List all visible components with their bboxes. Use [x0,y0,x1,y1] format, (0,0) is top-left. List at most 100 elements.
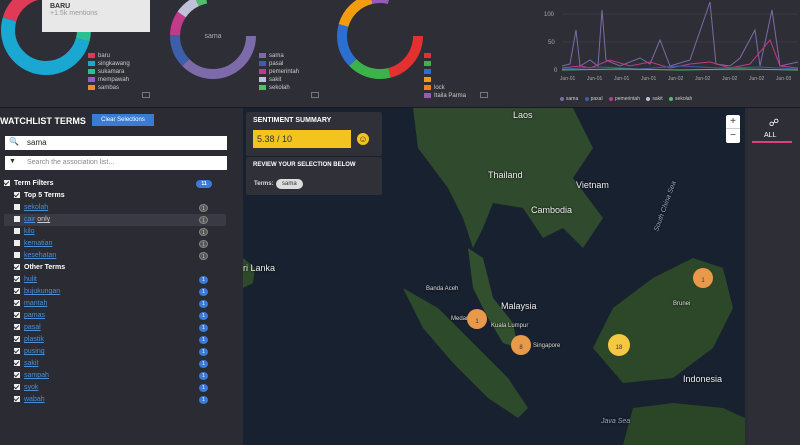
legend-item[interactable]: lock [424,84,466,92]
checkbox[interactable] [14,300,20,307]
checkbox[interactable] [14,288,20,295]
term-link[interactable]: pamas [24,312,46,319]
legend-item[interactable] [424,60,466,68]
legend-item[interactable]: sukamara [88,68,130,76]
term-link[interactable]: sakit [24,360,39,367]
association-search-input[interactable]: ▼ Search the association list... [5,156,227,170]
term-link[interactable]: sampah [24,372,49,379]
checkbox[interactable] [14,312,20,319]
legend-item[interactable]: sekolah [669,96,692,102]
expand-icon[interactable] [142,92,150,98]
term-link[interactable]: pusing [24,348,45,355]
term-row[interactable]: syok 1 [4,382,226,394]
tab-all[interactable]: ALL [764,132,777,139]
term-link[interactable]: wabah [24,396,45,403]
term-row[interactable]: sekolah 1 [4,202,226,214]
term-link[interactable]: kilo [24,228,35,235]
top5-group-row[interactable]: Top 5 Terms [4,190,226,202]
term-link[interactable]: bujukungan [24,288,61,295]
map-label-java-sea: Java Sea [601,418,631,425]
term-row[interactable]: pamas 1 [4,310,226,322]
checkbox[interactable] [14,336,20,343]
x-tick: Jun-01 [587,76,603,82]
checkbox[interactable] [14,228,20,235]
checkbox[interactable] [14,276,20,283]
legend-item[interactable] [424,68,466,76]
legend-item[interactable]: sekolah [259,84,299,92]
map-label-brunei: Brunei [673,301,691,307]
legend-item[interactable]: Itaila Parma [424,92,466,100]
term-row[interactable]: cair only 1 [4,214,226,226]
only-link[interactable]: only [37,216,51,223]
checkbox[interactable] [14,216,20,223]
checkbox[interactable] [14,240,20,247]
term-row[interactable]: pusing 1 [4,346,226,358]
term-chip[interactable]: sama [276,179,303,189]
term-link[interactable]: mantah [24,300,48,307]
legend-item[interactable] [424,52,466,60]
term-search-input[interactable]: 🔍 sama [5,136,227,150]
term-row[interactable]: kesehatan 1 [4,250,226,262]
map-cluster-marker[interactable]: 1 [467,309,487,329]
term-row[interactable]: sampah 1 [4,370,226,382]
term-row[interactable]: hulit 1 [4,274,226,286]
expand-icon[interactable] [311,92,319,98]
checkbox[interactable] [14,324,20,331]
legend-item[interactable]: pasal [584,96,603,102]
expand-icon[interactable] [480,92,488,98]
checkbox[interactable] [14,360,20,367]
zoom-in-button[interactable]: + [726,115,740,129]
share-icon[interactable]: ☍ [768,118,780,129]
term-link[interactable]: plastik [24,336,44,343]
checkbox[interactable] [14,204,20,211]
donut-chart-3[interactable] [330,0,440,90]
map-label-banda-aceh: Banda Aceh [426,286,459,292]
checkbox[interactable] [14,264,20,271]
donut-chart-2[interactable]: sama [163,0,273,90]
term-row[interactable]: wabah 1 [4,394,226,406]
clear-selections-button[interactable]: Clear Selections [92,114,154,126]
term-link[interactable]: sekolah [24,204,49,211]
term-row[interactable]: pasal 1 [4,322,226,334]
zoom-out-button[interactable]: − [730,130,736,141]
checkbox[interactable] [4,180,10,187]
term-row[interactable]: kematian 1 [4,238,226,250]
term-row[interactable]: bujukungan 1 [4,286,226,298]
term-link[interactable]: hulit [24,276,37,283]
legend-item[interactable]: pemerintah [608,96,640,102]
term-link[interactable]: cair [24,216,36,223]
legend-item[interactable]: sama [560,96,578,102]
map-cluster-marker[interactable]: 18 [608,334,630,356]
other-group-row[interactable]: Other Terms [4,262,226,274]
map-cluster-marker[interactable]: 8 [511,335,531,355]
term-row[interactable]: mantah 1 [4,298,226,310]
legend-item[interactable]: mempawah [88,76,130,84]
checkbox[interactable] [14,372,20,379]
legend-item[interactable]: sama [259,52,299,60]
checkbox[interactable] [14,396,20,403]
mentions-line-chart[interactable]: 100 50 0 Jun-01 Jun-01 Jun-01 Jun-01 Jun… [540,0,800,106]
term-filters-row[interactable]: Term Filters 11 [4,178,226,190]
map-view[interactable]: Laos Thailand Vietnam Cambodia ri Lanka … [243,108,745,445]
legend-item[interactable]: pemerintah [259,68,299,76]
legend-item[interactable]: sakit [259,76,299,84]
legend-item[interactable]: singkawang [88,60,130,68]
legend-item[interactable]: pasal [259,60,299,68]
checkbox[interactable] [14,192,20,199]
term-row[interactable]: kilo 1 [4,226,226,238]
legend-item[interactable]: sakit [646,96,663,102]
checkbox[interactable] [14,384,20,391]
checkbox[interactable] [14,348,20,355]
legend-label: pemerintah [614,96,640,102]
term-link[interactable]: syok [24,384,39,391]
term-row[interactable]: sakit 1 [4,358,226,370]
term-link[interactable]: kesehatan [24,252,57,259]
checkbox[interactable] [14,252,20,259]
map-cluster-marker[interactable]: 1 [693,268,713,288]
term-link[interactable]: kematian [24,240,53,247]
legend-item[interactable]: baru [88,52,130,60]
term-link[interactable]: pasal [24,324,41,331]
term-row[interactable]: plastik 1 [4,334,226,346]
legend-item[interactable]: sambas [88,84,130,92]
legend-item[interactable] [424,76,466,84]
